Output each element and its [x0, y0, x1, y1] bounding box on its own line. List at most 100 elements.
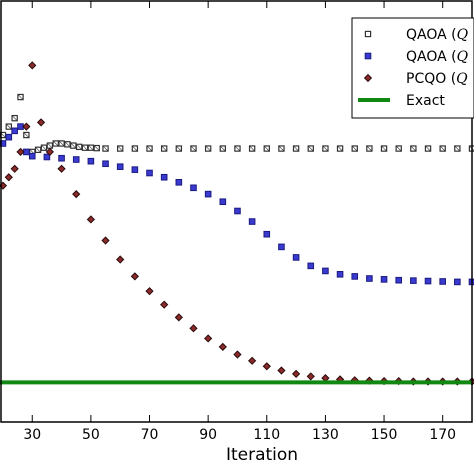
x-tick-label: 170	[429, 427, 456, 443]
legend-swatch-qaoa-filled	[364, 52, 372, 60]
data-point-qaoa-filled	[424, 277, 432, 285]
data-point-qaoa-filled	[336, 271, 344, 278]
data-point-qaoa-open-hatch	[395, 145, 402, 152]
data-point-pcqo	[160, 300, 169, 309]
data-point-qaoa-open-hatch	[454, 145, 461, 152]
data-point-pcqo	[28, 61, 37, 70]
data-point-qaoa-open-hatch	[205, 145, 211, 152]
data-point-qaoa-filled	[58, 154, 65, 162]
data-point-qaoa-filled	[395, 276, 403, 284]
data-point-qaoa-filled	[292, 254, 300, 261]
data-point-qaoa-filled	[146, 169, 153, 177]
data-point-pcqo	[291, 369, 301, 378]
legend: QAOA (Q QAOA (Q PCQO (Q Exact	[351, 17, 474, 119]
data-point-qaoa-filled	[278, 243, 285, 251]
data-point-qaoa-filled	[190, 184, 197, 192]
data-point-pcqo	[101, 236, 110, 245]
data-point-qaoa-filled	[219, 198, 227, 206]
data-point-qaoa-open-hatch	[5, 123, 12, 130]
x-tick-label: 110	[253, 427, 280, 443]
data-point-qaoa-filled	[204, 190, 212, 198]
legend-label: QAOA (Q	[406, 49, 469, 65]
data-point-qaoa-open-hatch	[146, 145, 153, 152]
data-point-qaoa-open-hatch	[88, 144, 94, 151]
plot-frame	[0, 0, 473, 423]
data-point-qaoa-filled	[380, 276, 388, 283]
data-point-qaoa-filled	[248, 218, 256, 225]
series-0	[0, 93, 474, 156]
data-point-qaoa-open-hatch	[161, 145, 167, 152]
x-tick-label: 30	[23, 427, 41, 443]
data-point-qaoa-filled	[351, 273, 359, 280]
data-point-qaoa-open-hatch	[82, 144, 88, 151]
data-point-pcqo	[16, 147, 25, 157]
data-point-qaoa-filled	[439, 278, 446, 285]
data-point-pcqo	[277, 366, 286, 375]
data-point-qaoa-open-hatch	[117, 145, 124, 152]
data-point-qaoa-open-hatch	[70, 142, 77, 149]
data-point-pcqo	[36, 118, 46, 127]
data-point-qaoa-filled	[454, 278, 461, 286]
data-point-qaoa-open-hatch	[176, 145, 182, 152]
x-axis-label: Iteration	[226, 445, 298, 465]
data-point-qaoa-filled	[366, 275, 373, 282]
x-tick-label: 150	[371, 427, 398, 443]
data-point-qaoa-open-hatch	[102, 145, 109, 152]
data-point-qaoa-filled	[116, 163, 124, 170]
data-point-qaoa-filled	[175, 179, 183, 186]
data-point-pcqo	[22, 122, 31, 131]
data-point-qaoa-filled	[87, 157, 95, 165]
data-point-qaoa-filled	[410, 277, 417, 284]
data-point-qaoa-open-hatch	[307, 145, 314, 152]
legend-swatch-pcqo	[363, 73, 373, 83]
data-point-qaoa-filled	[43, 153, 51, 161]
data-point-pcqo	[57, 164, 66, 173]
data-point-qaoa-open-hatch	[219, 145, 226, 152]
data-point-pcqo	[145, 287, 154, 296]
data-point-pcqo	[10, 164, 19, 173]
data-point-pcqo	[233, 350, 242, 359]
x-tick-label: 70	[141, 427, 159, 443]
x-axis-ticks: 30 50 70 90 110 130 150 170	[23, 1, 456, 443]
data-point-qaoa-open-hatch	[351, 145, 358, 152]
data-point-pcqo	[262, 362, 271, 371]
data-point-qaoa-open-hatch	[93, 145, 100, 151]
data-point-qaoa-open-hatch	[249, 145, 255, 152]
data-point-pcqo	[116, 255, 125, 264]
data-point-qaoa-open-hatch	[17, 94, 24, 100]
data-point-qaoa-open-hatch	[425, 145, 431, 152]
data-point-qaoa-filled	[322, 267, 329, 275]
legend-label: Exact	[406, 93, 445, 109]
data-point-qaoa-open-hatch	[366, 145, 373, 152]
data-point-qaoa-filled	[11, 127, 18, 135]
data-point-qaoa-filled	[131, 166, 139, 173]
x-tick-label: 130	[312, 427, 339, 443]
data-point-qaoa-open-hatch	[293, 145, 299, 152]
data-point-pcqo	[189, 324, 198, 333]
data-point-pcqo	[218, 342, 227, 351]
data-point-qaoa-open-hatch	[76, 144, 82, 150]
data-point-qaoa-open-hatch	[337, 145, 343, 152]
data-point-qaoa-open-hatch	[132, 145, 138, 152]
data-point-qaoa-open-hatch	[381, 145, 387, 152]
data-point-pcqo	[174, 313, 183, 322]
data-point-pcqo	[130, 272, 139, 281]
data-point-qaoa-open-hatch	[23, 132, 30, 138]
legend-swatch-qaoa-open	[364, 30, 372, 38]
data-point-qaoa-open-hatch	[278, 145, 285, 152]
x-tick-label: 50	[82, 427, 100, 443]
data-point-qaoa-filled	[102, 160, 109, 168]
data-point-qaoa-filled	[307, 262, 315, 270]
legend-label: QAOA (Q	[406, 27, 469, 43]
data-point-qaoa-filled	[72, 156, 80, 163]
data-point-pcqo	[86, 215, 95, 224]
data-point-qaoa-open-hatch	[52, 140, 59, 147]
data-point-qaoa-open-hatch	[263, 145, 270, 152]
data-point-qaoa-filled	[160, 173, 168, 181]
data-point-qaoa-open-hatch	[58, 140, 65, 147]
data-point-qaoa-open-hatch	[35, 146, 41, 153]
data-point-qaoa-open-hatch	[47, 142, 53, 149]
data-point-qaoa-open-hatch	[41, 144, 47, 151]
data-point-qaoa-open-hatch	[410, 145, 417, 152]
